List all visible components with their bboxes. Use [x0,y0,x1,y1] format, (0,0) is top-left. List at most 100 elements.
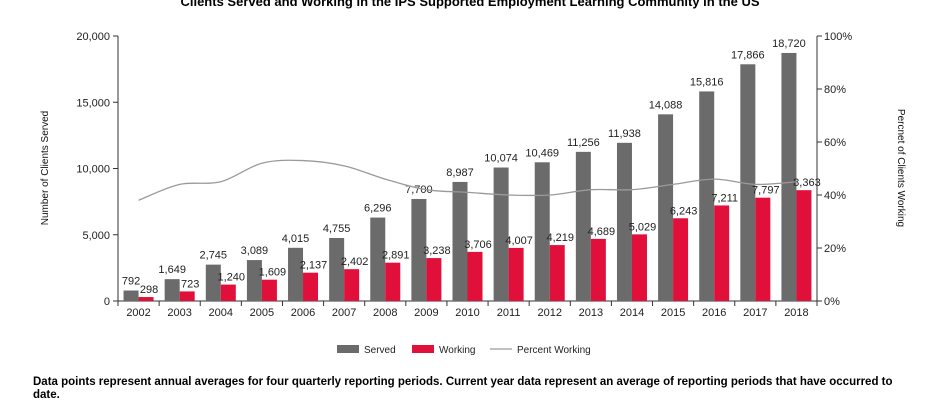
working-data-label: 3,706 [464,239,492,251]
y2-axis-title: Percnet of Clients Working [895,109,906,227]
y-tick-label: 10,000 [76,164,110,176]
bar-served [164,279,180,301]
bar-served [452,181,468,301]
bar-working [673,218,689,301]
working-data-label: 2,402 [341,256,369,268]
working-data-label: 7,211 [711,192,738,204]
bar-working [385,262,401,301]
legend: Served Working Percent Working [337,345,591,356]
x-tick-label: 2016 [702,307,726,319]
x-tick-label: 2007 [332,307,356,319]
served-data-label: 4,015 [282,233,310,245]
bar-working [303,272,319,301]
y2-tick-label: 40% [824,190,846,202]
x-tick-label: 2018 [784,307,808,319]
served-data-label: 11,938 [608,128,641,140]
served-data-label: 10,469 [525,147,559,159]
x-tick-label: 2015 [661,307,685,319]
working-data-label: 7,797 [752,185,780,197]
chart-title: Clients Served and Working in the IPS Su… [180,0,759,9]
bar-served [699,91,715,301]
bar-working [344,269,360,301]
served-data-label: 6,296 [364,203,392,215]
legend-percent-label: Percent Working [517,345,591,356]
working-data-label: 4,689 [588,226,616,238]
bar-working [467,251,483,301]
served-data-label: 17,866 [731,49,765,61]
bar-served [411,198,427,301]
x-tick-label: 2002 [126,307,150,319]
served-data-label: 792 [122,276,140,288]
bar-working [426,258,442,301]
served-data-label: 2,745 [200,250,228,262]
bar-served [288,247,304,301]
working-data-label: 4,219 [546,232,574,244]
bar-working [796,190,812,301]
served-data-label: 14,088 [649,99,683,111]
served-data-label: 18,720 [772,38,806,50]
bar-served [740,64,756,301]
bar-working [220,284,236,301]
y-tick-label: 20,000 [76,31,110,43]
bar-served [616,142,632,301]
bar-working [755,197,771,301]
y2-tick-label: 100% [824,31,852,43]
y2-tick-label: 0% [824,296,840,308]
served-data-label: 8,987 [446,167,474,179]
bar-served [575,151,591,301]
y2-tick-label: 60% [824,137,846,149]
working-data-label: 6,243 [670,205,698,217]
x-tick-label: 2012 [537,307,561,319]
working-data-label: 1,609 [259,267,287,279]
percent-working-line [138,159,797,201]
x-tick-label: 2011 [497,307,521,319]
x-tick-label: 2006 [291,307,315,319]
bar-served [205,264,221,301]
working-data-label: 2,137 [300,260,328,272]
plot-area: 0 5,000 10,000 15,000 20,000 0% 20% 40% 60% 80% 10… [76,31,852,319]
bar-working [590,238,606,301]
served-data-label: 11,256 [567,137,600,149]
bar-working [179,291,195,301]
bar-served [534,162,550,301]
bar-working [549,245,565,301]
y2-tick-label: 80% [824,84,846,96]
legend-served-label: Served [364,345,396,356]
legend-working-label: Working [439,345,476,356]
bar-working [138,297,154,301]
served-data-label: 3,089 [241,245,269,257]
working-data-label: 3,238 [423,245,451,257]
legend-working-swatch [412,345,434,353]
y-tick-label: 5,000 [82,230,110,242]
working-data-label: 2,891 [382,250,410,262]
served-data-label: 4,755 [323,223,351,235]
bar-served [493,167,509,301]
x-tick-label: 2008 [373,307,397,319]
x-tick-label: 2013 [579,307,603,319]
working-data-label: 723 [181,278,199,290]
y-tick-label: 0 [104,296,110,308]
x-tick-label: 2004 [209,307,233,319]
bar-served [123,290,139,301]
served-data-label: 10,074 [484,153,518,165]
bar-served [658,114,674,301]
y2-tick-label: 20% [824,243,846,255]
x-tick-label: 2005 [250,307,274,319]
legend-served-swatch [337,345,359,353]
working-data-label: 298 [140,284,158,296]
working-data-label: 1,240 [218,272,246,284]
y-axis-title: Number of Clients Served [40,111,51,226]
served-data-label: 1,649 [158,264,186,276]
served-data-label: 15,816 [690,76,724,88]
bar-working [714,205,730,301]
bar-working [261,279,277,301]
bar-served [329,237,345,301]
bar-working [631,234,647,301]
bar-working [508,247,524,301]
footnote: Data points represent annual averages fo… [33,376,893,401]
working-data-label: 5,029 [629,221,657,233]
x-tick-label: 2010 [455,307,479,319]
x-tick-label: 2003 [167,307,191,319]
bar-served [246,260,262,301]
